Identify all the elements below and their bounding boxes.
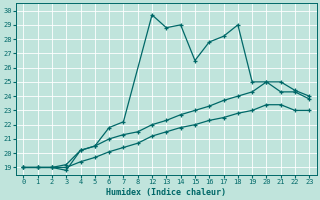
X-axis label: Humidex (Indice chaleur): Humidex (Indice chaleur) <box>106 188 226 197</box>
